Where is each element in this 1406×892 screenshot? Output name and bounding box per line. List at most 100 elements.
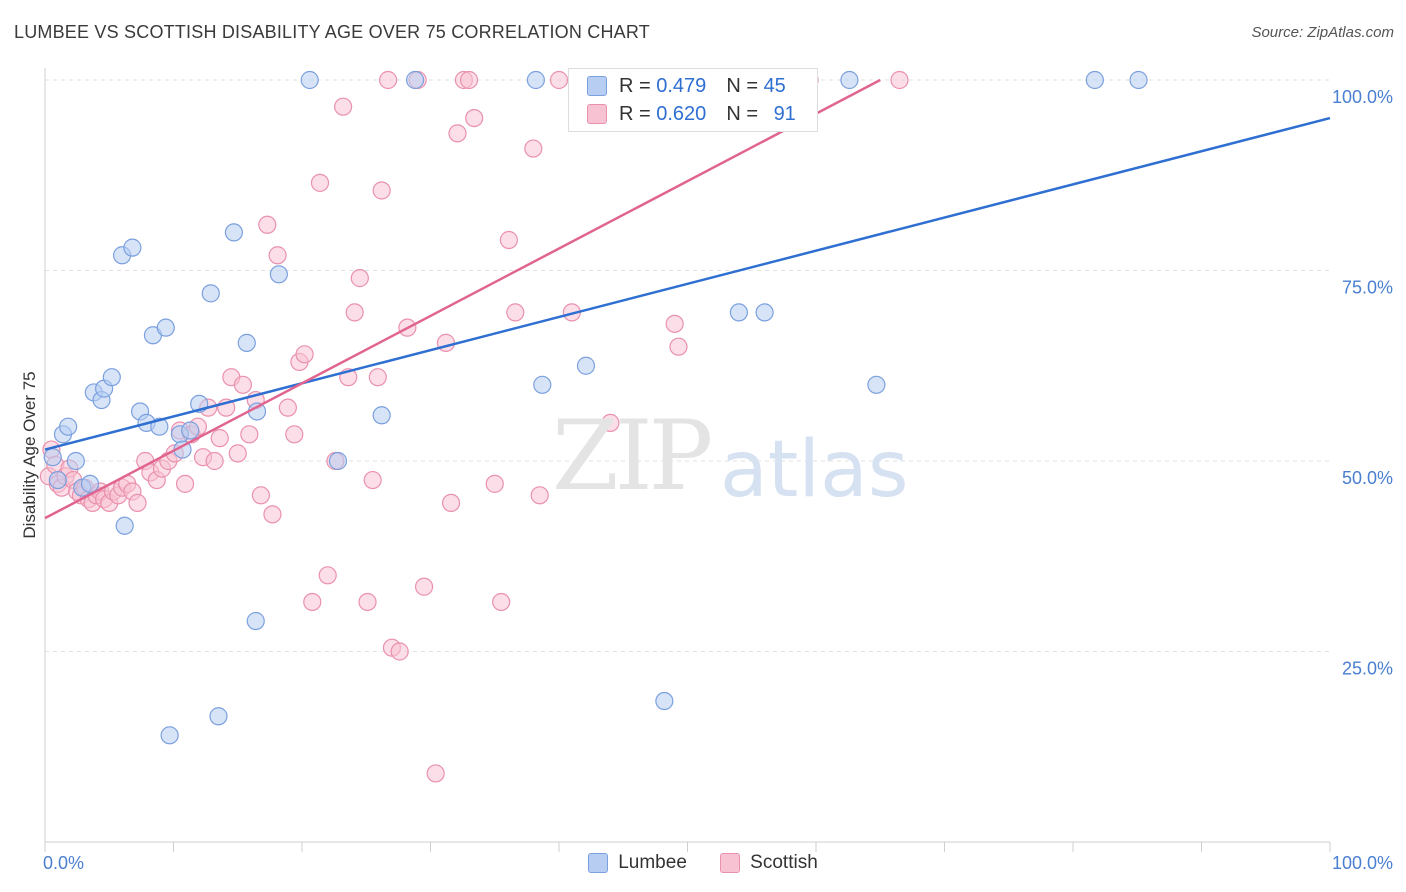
scottish-point-86 xyxy=(665,314,684,333)
lumbee-n-label: N = xyxy=(726,74,764,97)
legend-scottish-label: Scottish xyxy=(750,852,818,873)
scottish-point-55 xyxy=(334,97,353,116)
lumbee-point-18 xyxy=(156,318,175,337)
lumbee-point-32 xyxy=(328,451,348,471)
scottish-point-77 xyxy=(492,592,511,612)
lumbee-point-13 xyxy=(123,238,142,257)
lumbee-point-26 xyxy=(224,223,243,242)
scottish-point-44 xyxy=(258,215,277,234)
chart-title: LUMBEE VS SCOTTISH DISABILITY AGE OVER 7… xyxy=(14,22,650,42)
lumbee-trend-line xyxy=(44,116,1331,451)
lumbee-point-37 xyxy=(576,356,596,375)
legend-item-scottish: Scottish xyxy=(720,852,818,874)
lumbee-point-25 xyxy=(209,707,228,726)
scottish-point-90 xyxy=(890,70,909,90)
scottish-point-52 xyxy=(310,173,330,192)
lumbee-point-19 xyxy=(160,726,179,745)
scottish-n-label: N = xyxy=(726,102,764,125)
scottish-point-72 xyxy=(448,124,467,143)
lumbee-point-22 xyxy=(181,421,200,440)
scottish-point-36 xyxy=(210,429,229,448)
scottish-point-82 xyxy=(549,70,569,90)
scottish-r-value: 0.620 xyxy=(656,102,707,125)
scottish-point-22 xyxy=(128,493,147,513)
watermark-zip: ZIP xyxy=(552,400,713,512)
scottish-point-63 xyxy=(378,70,398,90)
scottish-point-58 xyxy=(350,269,369,288)
scottish-point-48 xyxy=(285,425,304,444)
scottish-trend-line xyxy=(44,78,881,520)
lumbee-point-39 xyxy=(729,303,749,322)
lumbee-point-33 xyxy=(372,406,391,425)
scottish-point-81 xyxy=(530,486,549,505)
scottish-point-46 xyxy=(268,246,287,265)
source-label: Source: ZipAtlas.com xyxy=(1251,24,1394,41)
legend-lumbee-swatch xyxy=(588,853,609,873)
scottish-point-39 xyxy=(228,444,247,463)
stats-legend: R = 0.479 N = 45 R = 0.620 N = 91 xyxy=(568,68,818,132)
scottish-point-84 xyxy=(601,413,620,432)
scottish-point-50 xyxy=(295,345,314,364)
legend-lumbee-label: Lumbee xyxy=(618,852,687,873)
scottish-point-59 xyxy=(358,592,377,612)
tick-labels: 25.0% 50.0% 75.0% 100.0% 0.0% 100.0% xyxy=(43,87,1393,873)
lumbee-r-value: 0.479 xyxy=(656,74,707,97)
legend-item-lumbee: Lumbee xyxy=(588,852,687,874)
x-tick-label-0: 0.0% xyxy=(43,853,84,873)
scottish-point-80 xyxy=(524,139,543,158)
watermark-atlas: atlas xyxy=(720,425,909,515)
scottish-point-61 xyxy=(368,368,387,387)
scottish-point-45 xyxy=(263,505,282,524)
lumbee-point-30 xyxy=(269,265,288,284)
lumbee-point-41 xyxy=(840,70,859,90)
y-tick-label-3: 100.0% xyxy=(1332,87,1393,107)
scottish-point-79 xyxy=(506,303,525,322)
lumbee-point-1 xyxy=(48,470,67,490)
scottish-n-value: 91 xyxy=(773,102,796,125)
lumbee-point-35 xyxy=(526,70,545,90)
scottish-point-62 xyxy=(372,181,391,200)
scottish-point-41 xyxy=(240,425,259,444)
scottish-point-47 xyxy=(278,398,297,417)
bottom-legend: Lumbee Scottish xyxy=(0,852,1406,879)
lumbee-point-4 xyxy=(66,451,85,471)
lumbee-point-10 xyxy=(102,368,121,387)
stats-row-lumbee: R = 0.479 N = 45 xyxy=(587,71,786,101)
grid-lines xyxy=(45,79,1330,652)
lumbee-point-17 xyxy=(150,417,169,436)
lumbee-point-34 xyxy=(405,70,425,90)
y-tick-label-2: 75.0% xyxy=(1342,278,1393,298)
scottish-point-75 xyxy=(465,108,484,128)
y-tick-label-1: 50.0% xyxy=(1342,468,1393,488)
lumbee-r-label: R = xyxy=(619,74,657,97)
lumbee-point-24 xyxy=(201,284,220,303)
legend-scottish-swatch xyxy=(720,853,741,873)
lumbee-point-29 xyxy=(246,611,265,631)
scottish-point-53 xyxy=(318,566,337,585)
scottish-point-30 xyxy=(175,474,195,493)
scottish-point-69 xyxy=(426,764,445,783)
scottish-point-68 xyxy=(414,577,434,596)
y-axis-label: Disability Age Over 75 xyxy=(20,371,39,538)
scottish-point-76 xyxy=(485,474,504,493)
lumbee-n-value: 45 xyxy=(763,74,786,97)
scottish-point-40 xyxy=(233,375,252,394)
y-tick-label-0: 25.0% xyxy=(1342,659,1393,679)
scottish-point-43 xyxy=(251,486,270,505)
lumbee-point-43 xyxy=(1085,70,1104,90)
scottish-point-60 xyxy=(363,470,382,490)
scottish-swatch xyxy=(587,104,607,124)
lumbee-point-3 xyxy=(59,417,78,436)
lumbee-point-27 xyxy=(237,333,256,352)
scottish-r-label: R = xyxy=(619,102,657,125)
lumbee-point-40 xyxy=(755,303,774,322)
scottish-point-35 xyxy=(205,451,224,471)
scottish-point-78 xyxy=(499,230,518,250)
x-tick-label-1: 100.0% xyxy=(1332,853,1393,873)
lumbee-point-6 xyxy=(80,474,100,493)
lumbee-point-12 xyxy=(115,516,134,535)
lumbee-point-0 xyxy=(43,448,62,467)
trend-lines xyxy=(44,78,1331,520)
scottish-point-65 xyxy=(390,642,409,661)
lumbee-swatch xyxy=(587,76,607,96)
